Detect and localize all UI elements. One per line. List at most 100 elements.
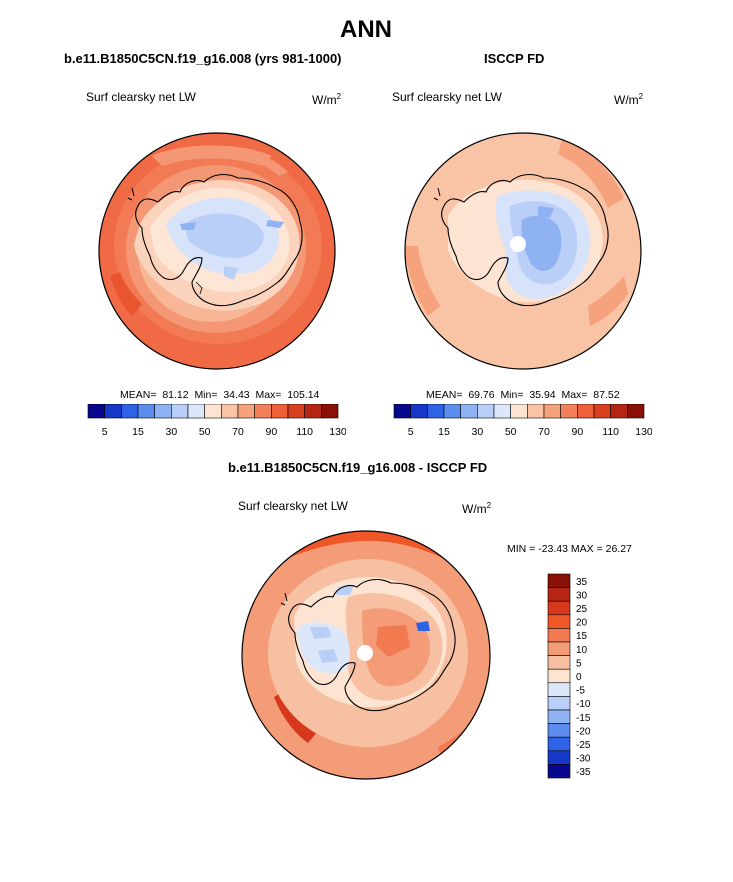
colorbar-swatch (477, 404, 495, 419)
colorbar-tick-label: 50 (199, 426, 211, 438)
colorbar-tick-label: 90 (571, 426, 583, 438)
colorbar-tick-label: -30 (576, 754, 591, 765)
panel3-units: W/m2 (462, 501, 491, 516)
colorbar-swatch (527, 404, 545, 419)
colorbar-swatch (510, 404, 528, 419)
colorbar-swatch (547, 736, 571, 752)
colorbar-swatch (410, 404, 428, 419)
colorbar-tick-label: -35 (576, 767, 591, 778)
colorbar-swatch (271, 404, 289, 419)
colorbar-tick-label: 35 (576, 577, 588, 588)
colorbar-swatch (154, 404, 172, 419)
colorbar-tick-label: 0 (576, 672, 582, 683)
colorbar-swatch (547, 682, 571, 697)
colorbar-tick-label: 90 (265, 426, 277, 438)
page-title: ANN (340, 16, 392, 43)
panel1-min-label: Min= (194, 389, 218, 401)
colorbar-swatch (547, 614, 571, 629)
colorbar-tick-label: 25 (576, 604, 588, 615)
colorbar-swatch (547, 573, 571, 588)
colorbar-swatch (547, 723, 571, 738)
colorbar-difference: 35 30 25 20 15 10 5 0 -5 -10 -15 -20 -25 -30 -35 (547, 573, 591, 779)
colorbar-swatch (121, 404, 139, 419)
colorbar-tick-label: -25 (576, 740, 591, 751)
panel1-max-label: Max= (255, 389, 282, 401)
colorbar-swatch (104, 404, 122, 419)
panel1-units-base: W/m (312, 93, 337, 107)
panel3-units-base: W/m (462, 502, 487, 516)
colorbar-swatch (254, 404, 272, 419)
colorbar-tick-label: 15 (438, 426, 450, 438)
colorbar-panel2: 5 15 30 50 70 90 110 130 (393, 404, 652, 438)
colorbar-swatch (547, 668, 571, 684)
panel2-units-base: W/m (614, 93, 639, 107)
colorbar-tick-label: 110 (602, 426, 619, 438)
colorbar-tick-label: 5 (102, 426, 108, 438)
panel2-case-title: ISCCP FD (484, 51, 545, 66)
panel2-max-value: 87.52 (593, 389, 620, 401)
map-difference-annual (241, 530, 491, 780)
panel3-minmax: MIN = -23.43 MAX = 26.27 (507, 543, 632, 555)
colorbar-swatch (237, 404, 255, 419)
colorbar-swatch (547, 600, 571, 616)
colorbar-swatch (547, 655, 571, 670)
map-isccp-annual (404, 132, 642, 370)
map-model-annual (98, 132, 336, 370)
panel1-mean-label: MEAN= (120, 389, 157, 401)
colorbar-tick-label: 70 (538, 426, 550, 438)
colorbar-swatch (171, 404, 189, 419)
panel1-min-value: 34.43 (223, 389, 250, 401)
colorbar-swatch (547, 750, 571, 765)
panel2-min-label: Min= (500, 389, 524, 401)
colorbar-tick-label: 15 (576, 631, 588, 642)
colorbar-tick-label: 30 (165, 426, 177, 438)
panel1-units-exp: 2 (336, 92, 342, 101)
panel2-mean-label: MEAN= (426, 389, 463, 401)
colorbar-swatch (493, 404, 511, 419)
colorbar-panel1: 5 15 30 50 70 90 110 130 (87, 404, 346, 438)
colorbar-tick-label: 130 (329, 426, 346, 438)
colorbar-swatch (547, 628, 571, 643)
colorbar-swatch (577, 404, 595, 419)
panel2-stats: MEAN= 69.76 Min= 35.94 Max= 87.52 (426, 389, 620, 401)
panel2-max-label: Max= (561, 389, 588, 401)
colorbar-tick-label: 130 (635, 426, 652, 438)
colorbar-tick-label: 50 (505, 426, 517, 438)
colorbar-swatch (547, 696, 571, 711)
panel3-variable-label: Surf clearsky net LW (238, 499, 348, 513)
colorbar-swatch (547, 587, 571, 602)
colorbar-swatch (204, 404, 222, 419)
colorbar-tick-label: 30 (471, 426, 483, 438)
colorbar-swatch (87, 404, 105, 419)
panel1-mean-value: 81.12 (162, 389, 189, 401)
colorbar-tick-label: 5 (408, 426, 414, 438)
panel3-units-exp: 2 (486, 501, 492, 510)
colorbar-swatch (427, 404, 445, 419)
colorbar-tick-label: -20 (576, 726, 591, 737)
colorbar-tick-label: 15 (132, 426, 144, 438)
panel2-variable-label: Surf clearsky net LW (392, 90, 502, 104)
colorbar-swatch (610, 404, 628, 419)
colorbar-swatch (560, 404, 578, 419)
panel1-units: W/m2 (312, 92, 341, 107)
colorbar-swatch (460, 404, 478, 419)
colorbar-tick-label: 70 (232, 426, 244, 438)
panel1-case-title: b.e11.B1850C5CN.f19_g16.008 (yrs 981-100… (64, 51, 342, 66)
colorbar-tick-label: -5 (576, 686, 585, 697)
colorbar-tick-label: 110 (296, 426, 313, 438)
colorbar-tick-label: -15 (576, 713, 591, 724)
colorbar-swatch (187, 404, 205, 419)
colorbar-swatch (547, 764, 571, 779)
colorbar-swatch (547, 709, 571, 724)
colorbar-swatch (221, 404, 239, 419)
colorbar-tick-label: -10 (576, 699, 591, 710)
panel1-max-value: 105.14 (287, 389, 320, 401)
colorbar-swatch (543, 404, 561, 419)
colorbar-swatch (547, 641, 571, 656)
colorbar-swatch (443, 404, 461, 419)
panel2-mean-value: 69.76 (468, 389, 495, 401)
colorbar-swatch (304, 404, 322, 419)
colorbar-swatch (393, 404, 411, 419)
panel1-variable-label: Surf clearsky net LW (86, 90, 196, 104)
colorbar-tick-label: 20 (576, 618, 588, 629)
